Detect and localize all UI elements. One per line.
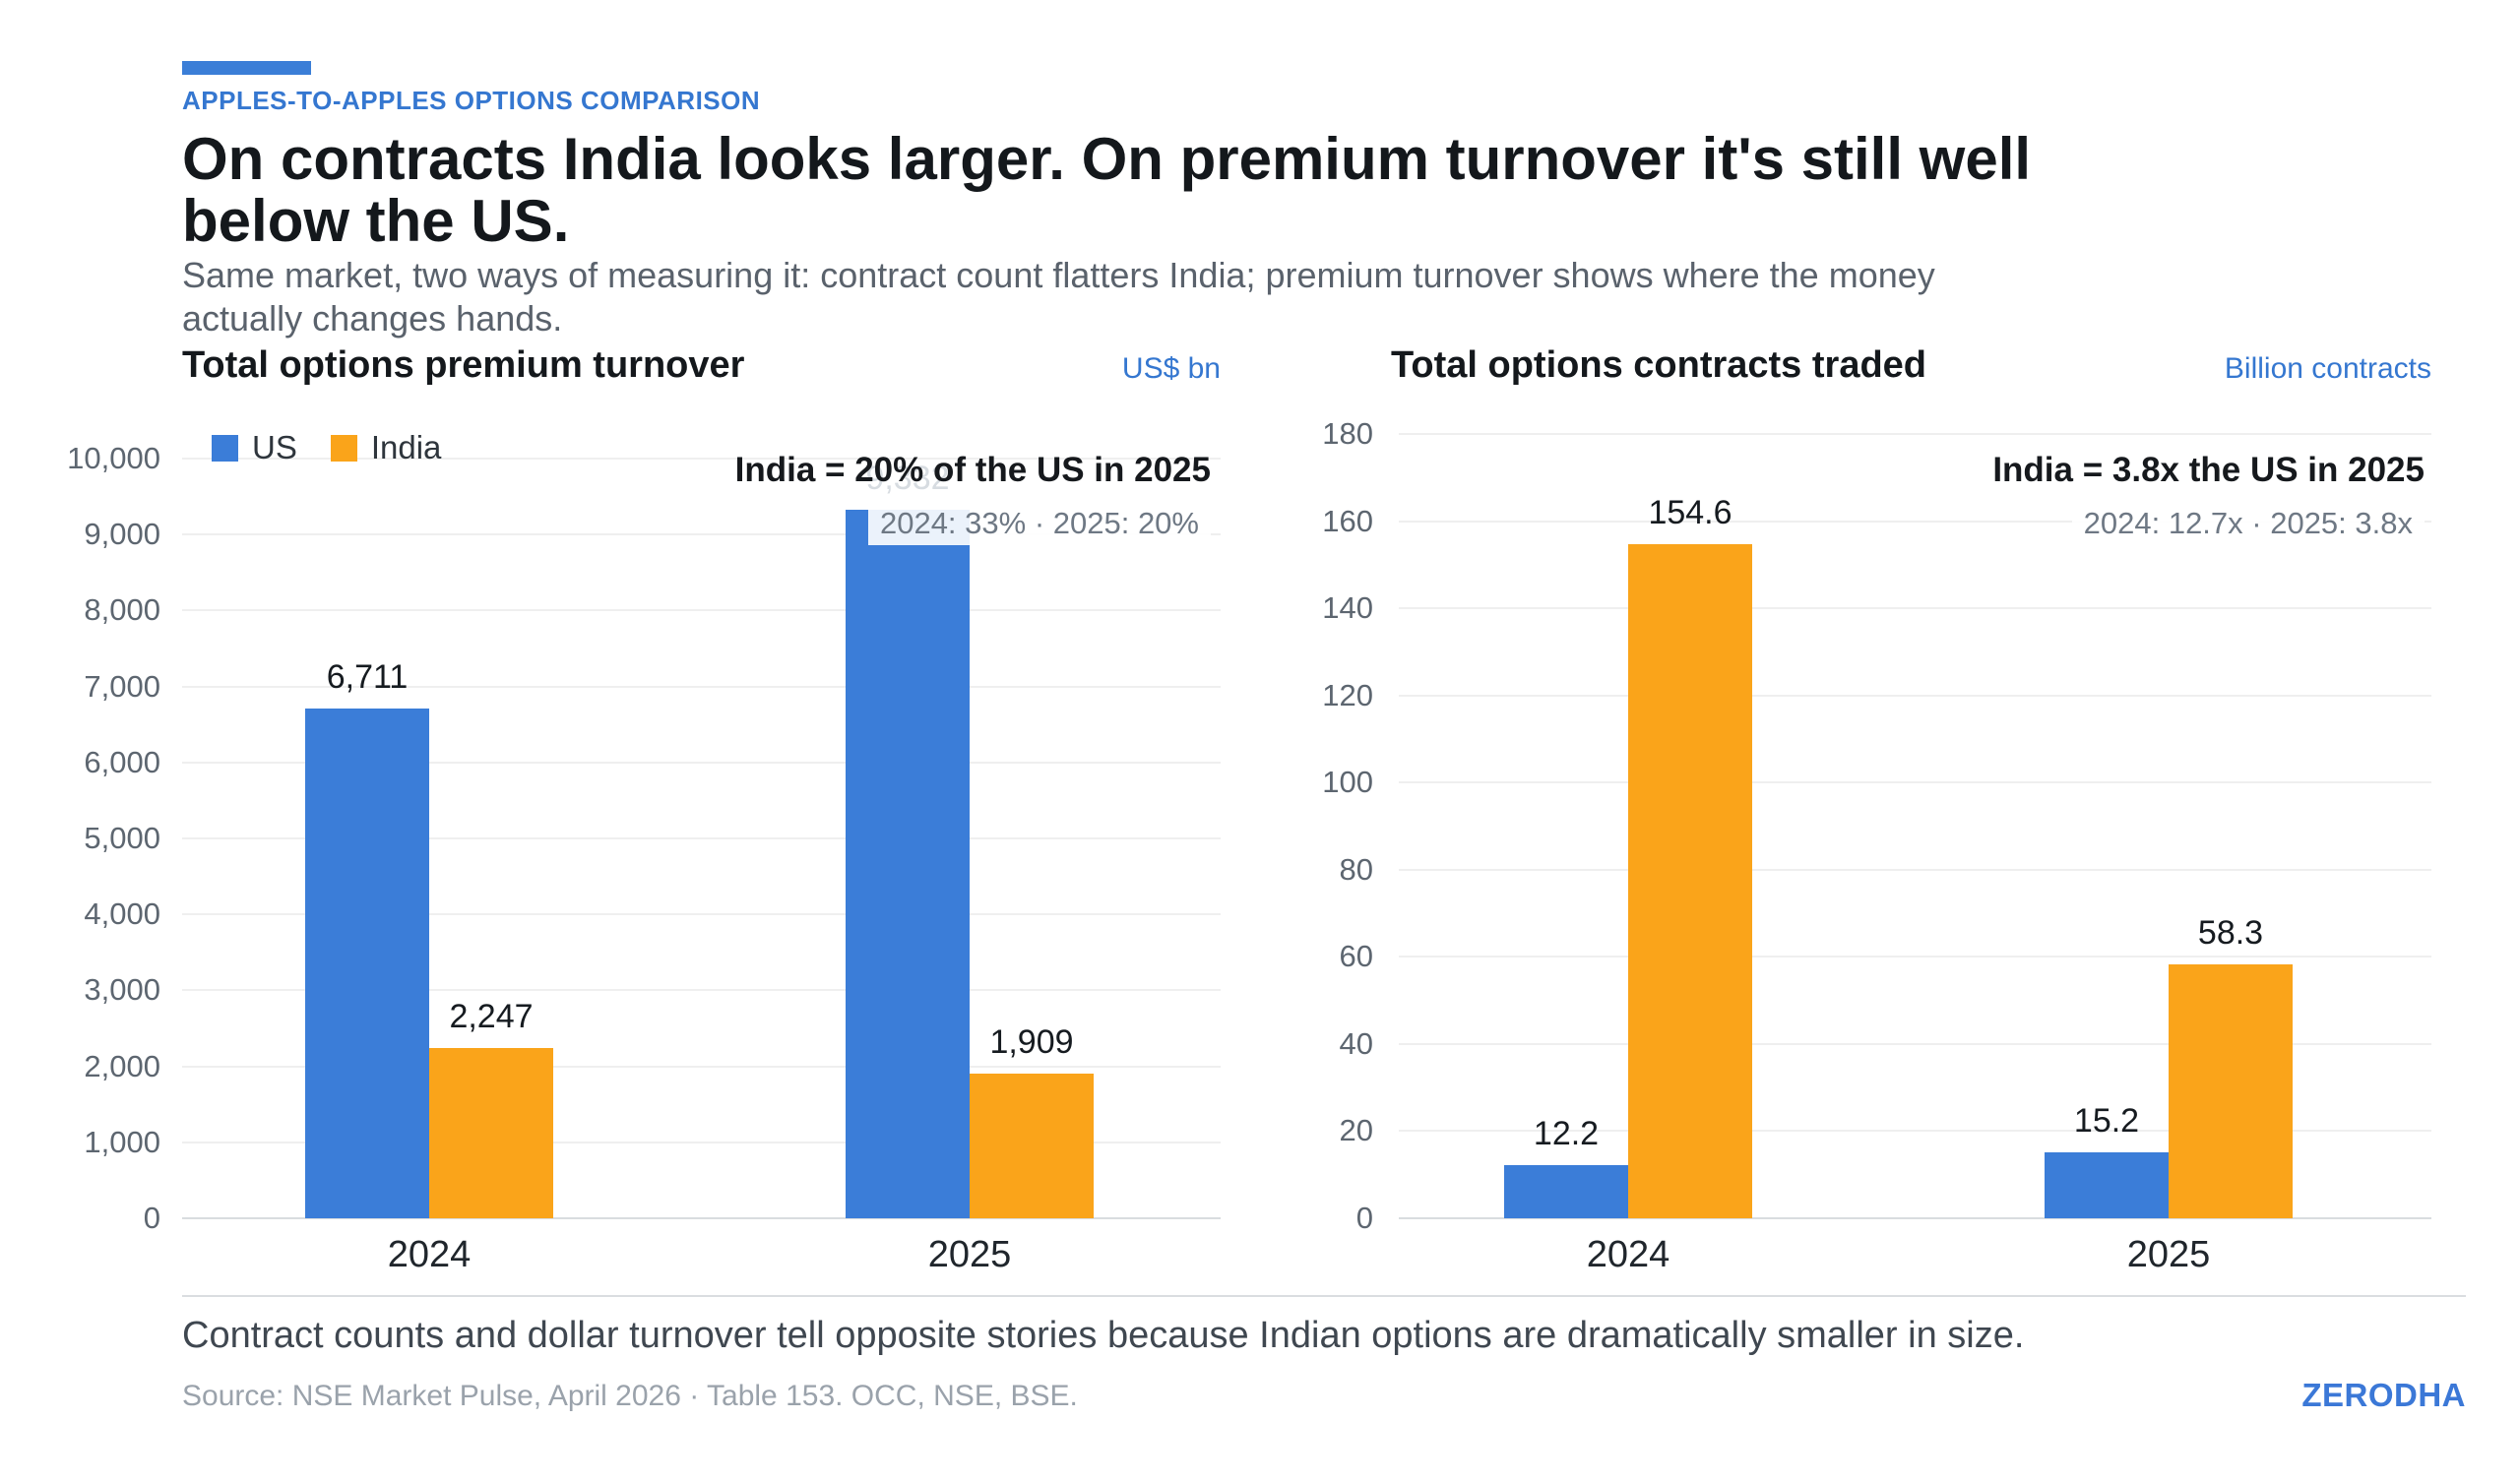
page-subtitle: Same market, two ways of measuring it: c… — [182, 255, 1935, 339]
chart-title-premium: Total options premium turnover — [182, 344, 745, 386]
gridline — [182, 609, 1221, 612]
gridline — [1399, 433, 2431, 435]
gridline — [182, 1065, 1221, 1068]
bar-india-2025 — [2169, 964, 2293, 1218]
legend-swatch-india — [330, 434, 357, 462]
source-line: Source: NSE Market Pulse, April 2026 · T… — [182, 1380, 1078, 1412]
bar-us-2025 — [846, 510, 970, 1218]
gridline — [1399, 607, 2431, 610]
y-axis-tick-label: 3,000 — [84, 972, 160, 1008]
y-axis-tick-label: 40 — [1339, 1025, 1373, 1061]
legend-swatch-us — [212, 434, 238, 462]
annotation-contracts: India = 3.8x the US in 2025 2024: 12.7x … — [1814, 451, 2425, 545]
annotation-sub: 2024: 33% · 2025: 20% — [867, 502, 1211, 545]
y-axis-tick-label: 1,000 — [84, 1124, 160, 1159]
y-axis-tick-label: 160 — [1322, 503, 1373, 538]
legend-label-us: US — [252, 429, 297, 465]
x-axis-label-2025: 2025 — [2126, 1234, 2211, 1275]
y-axis-tick-label: 140 — [1322, 590, 1373, 626]
legend: US India — [212, 429, 474, 466]
bar-india-2024 — [429, 1048, 553, 1218]
x-axis-label-2025: 2025 — [927, 1234, 1012, 1275]
gridline — [182, 837, 1221, 839]
annotation-sub: 2024: 12.7x · 2025: 3.8x — [2071, 502, 2425, 545]
bar-value-label-india-2025: 1,909 — [989, 1023, 1074, 1061]
unit-label-usd-bn: US$ bn — [1121, 352, 1221, 385]
bar-india-2024 — [1628, 544, 1752, 1218]
y-axis-tick-label: 7,000 — [84, 668, 160, 704]
bar-value-label-us-2025: 9,332 — [865, 460, 950, 497]
footer-divider — [182, 1295, 2466, 1297]
x-axis-label-2024: 2024 — [387, 1234, 472, 1275]
x-axis-label-2024: 2024 — [1586, 1234, 1670, 1275]
gridline — [182, 458, 1221, 460]
y-axis-tick-label: 2,000 — [84, 1048, 160, 1083]
gridline — [1399, 868, 2431, 871]
gridline — [182, 913, 1221, 916]
annotation-main: India = 20% of the US in 2025 — [734, 451, 1211, 489]
zerodha-logo: ZERODHA — [2301, 1377, 2466, 1413]
gridline — [182, 761, 1221, 764]
bar-india-2025 — [970, 1074, 1094, 1218]
y-axis-tick-label: 60 — [1339, 939, 1373, 974]
gridline — [1399, 520, 2431, 523]
gridline — [1399, 1130, 2431, 1133]
y-axis-tick-label: 100 — [1322, 765, 1373, 800]
y-axis-tick-label: 6,000 — [84, 744, 160, 779]
unit-label-billion-contracts: Billion contracts — [2224, 352, 2431, 385]
y-axis-tick-label: 0 — [143, 1201, 160, 1235]
gridline — [182, 533, 1221, 536]
gridline — [1399, 1217, 2431, 1219]
gridline — [1399, 694, 2431, 697]
bar-value-label-india-2025: 58.3 — [2197, 914, 2264, 952]
y-axis-tick-label: 180 — [1322, 416, 1373, 451]
bar-value-label-india-2024: 154.6 — [1648, 494, 1732, 531]
y-axis-tick-label: 10,000 — [67, 441, 160, 475]
y-axis-tick-label: 120 — [1322, 677, 1373, 712]
footer-note: Contract counts and dollar turnover tell… — [182, 1315, 2025, 1356]
bar-value-label-us-2024: 6,711 — [326, 658, 409, 696]
y-axis-tick-label: 4,000 — [84, 896, 160, 932]
bar-value-label-us-2025: 15.2 — [2073, 1102, 2140, 1140]
annotation-main: India = 3.8x the US in 2025 — [1992, 451, 2425, 489]
bar-us-2024 — [305, 709, 429, 1218]
bar-value-label-us-2024: 12.2 — [1533, 1115, 1600, 1152]
bar-value-label-india-2024: 2,247 — [449, 998, 534, 1035]
legend-label-india: India — [370, 429, 442, 465]
y-axis-tick-label: 8,000 — [84, 592, 160, 628]
y-axis-tick-label: 5,000 — [84, 821, 160, 855]
annotation-premium: India = 20% of the US in 2025 2024: 33% … — [600, 451, 1211, 545]
y-axis-tick-label: 0 — [1355, 1201, 1373, 1235]
chart-title-contracts: Total options contracts traded — [1391, 344, 1927, 386]
gridline — [182, 989, 1221, 992]
y-axis-tick-label: 20 — [1339, 1113, 1373, 1148]
gridline — [1399, 781, 2431, 784]
page-title: On contracts India looks larger. On prem… — [182, 126, 2032, 254]
gridline — [182, 1141, 1221, 1143]
gridline — [182, 685, 1221, 688]
eyebrow-label: APPLES-TO-APPLES OPTIONS COMPARISON — [182, 86, 761, 115]
gridline — [182, 1217, 1221, 1219]
gridline — [1399, 956, 2431, 958]
accent-bar — [182, 61, 311, 75]
bar-us-2025 — [2045, 1152, 2169, 1218]
y-axis-tick-label: 80 — [1339, 851, 1373, 887]
y-axis-tick-label: 9,000 — [84, 517, 160, 552]
gridline — [1399, 1042, 2431, 1045]
bar-us-2024 — [1504, 1165, 1628, 1218]
